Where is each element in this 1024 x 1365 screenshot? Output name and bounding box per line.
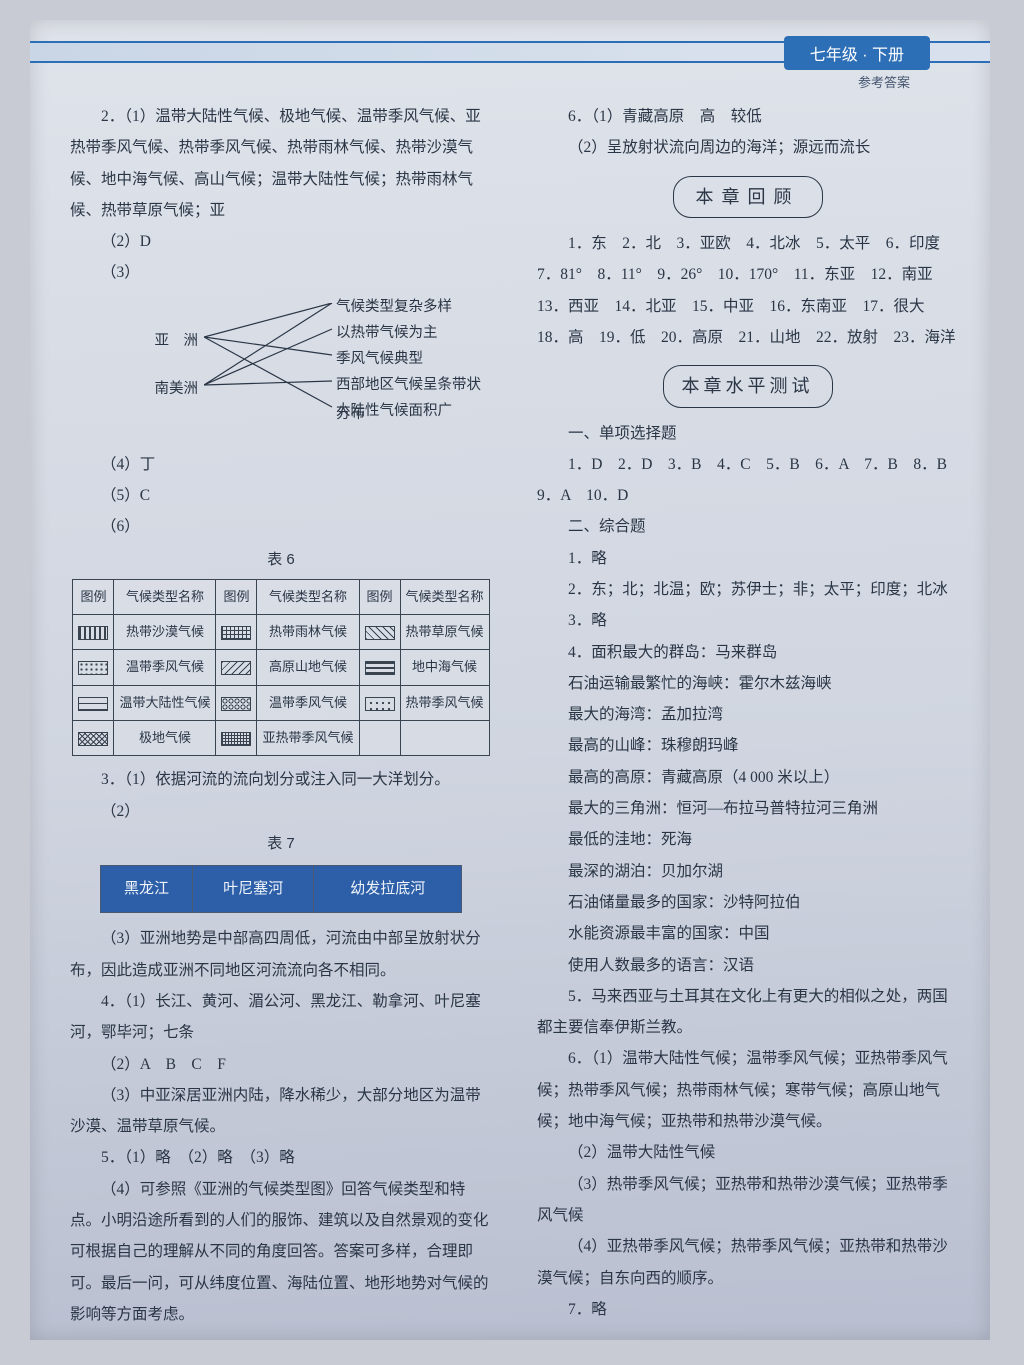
answer-line: 使用人数最多的语言：汉语 bbox=[537, 950, 958, 981]
answer-line: 1．略 bbox=[537, 543, 958, 574]
q3-1: 3．（1）依据河流的流向划分或注入同一大洋划分。 bbox=[70, 764, 492, 795]
review-body: 1．东 2．北 3．亚欧 4．北冰 5．太平 6．印度 7．81° 8．11° … bbox=[537, 228, 958, 353]
diagram-right: 季风气候典型 bbox=[336, 345, 423, 374]
answer-line: 水能资源最丰富的国家：中国 bbox=[537, 918, 958, 949]
q2-5: （5）C bbox=[70, 480, 492, 511]
q2-3: （3） bbox=[70, 257, 492, 288]
answer-line: （4）亚热带季风气候；热带季风气候；亚热带和热带沙漠气候；自东向西的顺序。 bbox=[537, 1231, 958, 1294]
q6-2: （2）呈放射状流向周边的海洋；源远而流长 bbox=[537, 132, 958, 163]
answer-line: 6．（1）温带大陆性气候；温带季风气候；亚热带季风气候；热带季风气候；热带雨林气… bbox=[537, 1043, 958, 1137]
test-title: 本章水平测试 bbox=[663, 365, 833, 407]
page: 七年级 · 下册 参考答案 2．（1）温带大陆性气候、极地气候、温带季风气候、亚… bbox=[30, 20, 990, 1340]
two-columns: 2．（1）温带大陆性气候、极地气候、温带季风气候、亚热带季风气候、热带季风气候、… bbox=[70, 101, 958, 1330]
answer-line: 最高的山峰：珠穆朗玛峰 bbox=[537, 730, 958, 761]
answer-line: 最大的海湾：孟加拉湾 bbox=[537, 699, 958, 730]
grade-pill: 七年级 · 下册 bbox=[784, 36, 930, 70]
q5-4: （4）可参照《亚洲的气候类型图》回答气候类型和特点。小明沿途所看到的人们的服饰、… bbox=[70, 1174, 492, 1330]
diagram-right: 大陆性气候面积广 bbox=[336, 397, 452, 426]
diagram-right: 气候类型复杂多样 bbox=[336, 293, 452, 322]
diagram-right: 以热带气候为主 bbox=[336, 319, 438, 348]
answer-line: （3）热带季风气候；亚热带和热带沙漠气候；亚热带季风气候 bbox=[537, 1169, 958, 1232]
q2-2: （2）D bbox=[70, 226, 492, 257]
q2-1: 2．（1）温带大陆性气候、极地气候、温带季风气候、亚热带季风气候、热带季风气候、… bbox=[70, 101, 492, 226]
header-bar: 七年级 · 下册 bbox=[70, 38, 958, 68]
table7-caption: 表 7 bbox=[70, 829, 492, 859]
q5: 5．（1）略 （2）略 （3）略 bbox=[70, 1142, 492, 1173]
rivers-table: 黑龙江叶尼塞河幼发拉底河 bbox=[100, 865, 463, 913]
answer-line: 7．略 bbox=[537, 1294, 958, 1325]
right-column: 6．（1）青藏高原 高 较低 （2）呈放射状流向周边的海洋；源远而流长 本章回顾… bbox=[514, 101, 958, 1330]
answer-line: 最大的三角洲：恒河—布拉马普特拉河三角洲 bbox=[537, 793, 958, 824]
mc-head: 一、单项选择题 bbox=[537, 418, 958, 449]
climate-table: 图例气候类型名称图例气候类型名称图例气候类型名称热带沙漠气候热带雨林气候热带草原… bbox=[72, 579, 489, 756]
q2-6: （6） bbox=[70, 511, 492, 542]
diagram-left: 亚 洲 bbox=[118, 327, 198, 356]
answer-line: 4．面积最大的群岛：马来群岛 bbox=[537, 637, 958, 668]
answer-line: 石油运输最繁忙的海峡：霍尔木兹海峡 bbox=[537, 668, 958, 699]
q2-4: （4）丁 bbox=[70, 449, 492, 480]
q4-2: （2）A B C F bbox=[70, 1049, 492, 1080]
zh-head: 二、综合题 bbox=[537, 511, 958, 542]
answer-line: 最深的湖泊：贝加尔湖 bbox=[537, 856, 958, 887]
q3-3: （3）亚洲地势是中部高四周低，河流由中部呈放射状分布，因此造成亚洲不同地区河流流… bbox=[70, 923, 492, 986]
diagram-left: 南美洲 bbox=[118, 375, 198, 404]
composite-answers: 1．略2．东；北；北温；欧；苏伊士；非；太平；印度；北冰3．略4．面积最大的群岛… bbox=[537, 543, 958, 1325]
answer-line: 2．东；北；北温；欧；苏伊士；非；太平；印度；北冰 bbox=[537, 574, 958, 605]
answer-line: 5．马来西亚与土耳其在文化上有更大的相似之处，两国都主要信奉伊斯兰教。 bbox=[537, 981, 958, 1044]
mc-answers: 1．D 2．D 3．B 4．C 5．B 6．A 7．B 8．B 9．A 10．D bbox=[537, 449, 958, 512]
q4-3: （3）中亚深居亚洲内陆，降水稀少，大部分地区为温带沙漠、温带草原气候。 bbox=[70, 1080, 492, 1143]
left-column: 2．（1）温带大陆性气候、极地气候、温带季风气候、亚热带季风气候、热带季风气候、… bbox=[70, 101, 514, 1330]
review-title: 本章回顾 bbox=[673, 176, 823, 218]
answer-line: 3．略 bbox=[537, 605, 958, 636]
answer-line: 最低的洼地：死海 bbox=[537, 824, 958, 855]
answer-line: （2）温带大陆性气候 bbox=[537, 1137, 958, 1168]
answer-key-label: 参考答案 bbox=[70, 72, 910, 91]
answer-line: 最高的高原：青藏高原（4 000 米以上） bbox=[537, 762, 958, 793]
q6-1: 6．（1）青藏高原 高 较低 bbox=[537, 101, 958, 132]
mapping-diagram: 亚 洲南美洲气候类型复杂多样以热带气候为主季风气候典型西部地区气候呈条带状分布大… bbox=[118, 295, 492, 445]
table6-caption: 表 6 bbox=[70, 545, 492, 575]
answer-line: 石油储量最多的国家：沙特阿拉伯 bbox=[537, 887, 958, 918]
q4-1: 4．（1）长江、黄河、湄公河、黑龙江、勒拿河、叶尼塞河，鄂毕河；七条 bbox=[70, 986, 492, 1049]
q3-2: （2） bbox=[70, 796, 492, 827]
